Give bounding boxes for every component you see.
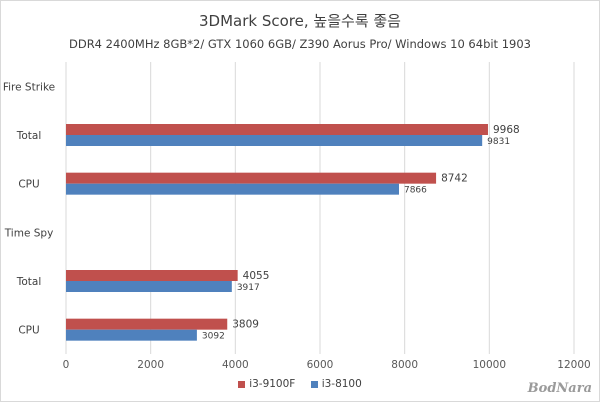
chart-subtitle: DDR4 2400MHz 8GB*2/ GTX 1060 6GB/ Z390 A… (68, 37, 531, 51)
legend: i3-9100F i3-8100 (0, 378, 600, 391)
category-label: CPU (18, 325, 39, 337)
bar-series-2 (66, 135, 483, 146)
chart-title: 3DMark Score, 높을수록 좋음 (199, 12, 401, 30)
category-label: Total (16, 130, 42, 142)
x-tick-label: 4000 (222, 359, 249, 371)
category-label: CPU (18, 179, 39, 191)
bar-series-1 (66, 318, 228, 330)
x-tick-label: 12000 (557, 359, 590, 371)
bar-series-1 (66, 124, 488, 135)
legend-swatch-series-2 (310, 380, 318, 388)
x-tick-label: 8000 (391, 359, 418, 371)
bar-series-1 (66, 172, 437, 184)
bodnara-logo-watermark: BodNara (527, 381, 592, 396)
category-label: Total (16, 276, 42, 288)
data-label-series-1: 9968 (493, 124, 520, 136)
bar-series-2 (66, 183, 399, 195)
x-tick-label: 2000 (137, 359, 164, 371)
x-tick-label: 6000 (307, 359, 334, 371)
data-label-series-2: 7866 (404, 186, 427, 196)
bar-series-2 (66, 281, 232, 292)
legend-item-series-1: i3-9100F (238, 378, 295, 390)
legend-label-series-1: i3-9100F (249, 378, 296, 390)
legend-swatch-series-1 (238, 380, 246, 388)
legend-label-series-2: i3-8100 (321, 378, 362, 390)
x-tick-label: 0 (63, 359, 70, 371)
data-label-series-2: 9831 (487, 137, 510, 147)
category-label: Fire Strike (3, 81, 55, 93)
bar-series-1 (66, 270, 238, 281)
data-label-series-1: 8742 (441, 173, 468, 185)
data-label-series-2: 3917 (237, 283, 260, 293)
data-label-series-1: 4055 (243, 270, 270, 282)
legend-item-series-2: i3-8100 (310, 378, 362, 390)
bar-series-2 (66, 329, 197, 341)
data-label-series-2: 3092 (202, 332, 225, 342)
x-tick-label: 10000 (473, 359, 506, 371)
data-label-series-1: 3809 (232, 319, 259, 331)
category-label: Time Spy (4, 227, 54, 239)
